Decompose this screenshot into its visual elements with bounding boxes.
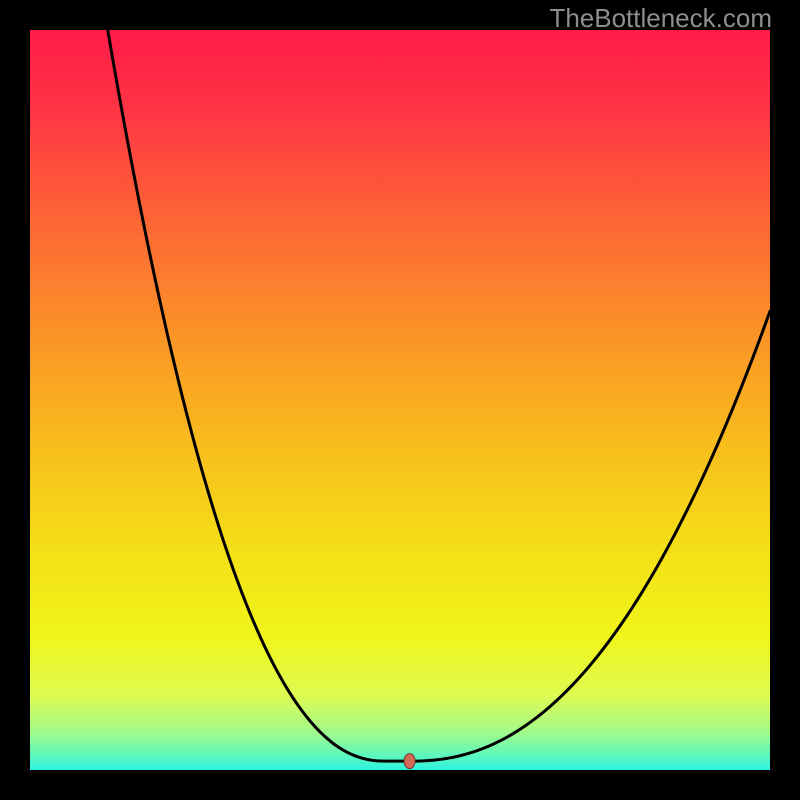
figure-root: TheBottleneck.com [0,0,800,800]
marker-point [404,754,415,769]
curve-layer [30,30,770,770]
bottleneck-curve [108,30,770,761]
watermark-text: TheBottleneck.com [549,3,772,34]
plot-area [30,30,770,770]
